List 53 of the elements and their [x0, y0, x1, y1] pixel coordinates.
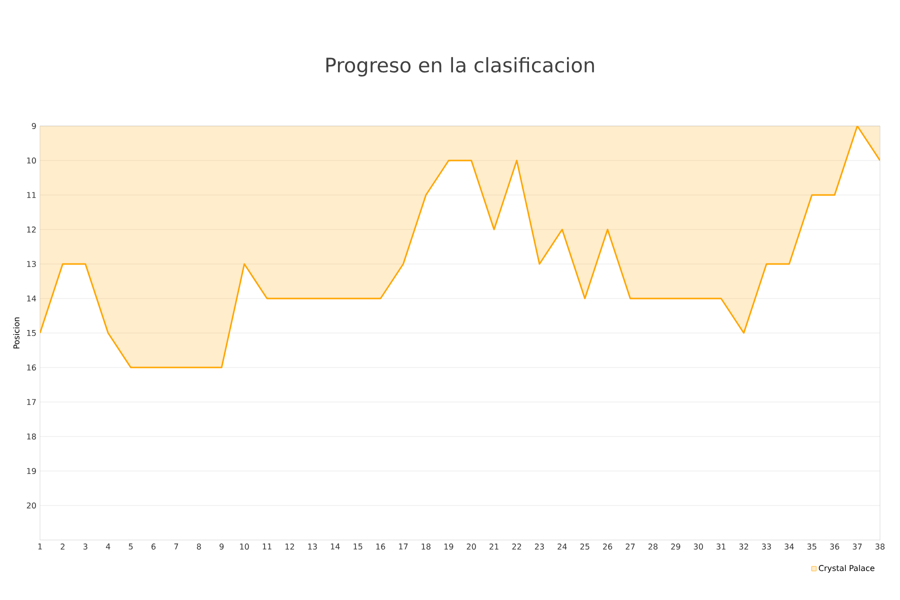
x-tick-label: 28	[648, 544, 658, 550]
x-tick-label: 36	[830, 544, 840, 550]
y-tick-label: 9	[32, 122, 36, 130]
x-tick-label: 24	[558, 544, 567, 550]
x-tick-label: 33	[762, 544, 771, 550]
y-tick-label: 12	[27, 226, 36, 232]
x-tick-label: 5	[128, 544, 133, 550]
x-tick-label: 31	[716, 544, 726, 550]
y-axis-title: Posicion	[13, 317, 20, 348]
x-tick-label: 34	[784, 544, 794, 550]
x-tick-label: 2	[60, 544, 64, 550]
x-tick-label: 12	[286, 544, 294, 550]
x-tick-label: 22	[512, 544, 522, 550]
x-tick-label: 8	[196, 544, 201, 550]
x-tick-label: 3	[83, 544, 88, 550]
x-tick-label: 14	[330, 544, 340, 550]
x-tick-label: 7	[174, 544, 178, 550]
x-tick-label: 32	[739, 544, 748, 550]
y-tick-label: 20	[26, 502, 36, 509]
x-tick-label: 38	[876, 544, 885, 550]
y-tick-label: 18	[27, 433, 36, 440]
x-tick-label: 10	[240, 544, 249, 550]
x-tick-label: 19	[444, 544, 454, 550]
x-tick-label: 30	[694, 544, 703, 550]
x-tick-label: 11	[262, 544, 272, 550]
legend-label: Crystal Palace	[818, 564, 874, 573]
y-tick-label: 13	[27, 260, 36, 268]
y-tick-label: 19	[27, 468, 36, 474]
x-tick-label: 29	[671, 544, 680, 550]
x-tick-label: 13	[308, 544, 317, 550]
chart-title: Progreso en la clasificacion	[326, 57, 594, 76]
x-tick-label: 23	[534, 544, 544, 550]
y-tick-label: 17	[27, 399, 36, 405]
x-tick-label: 4	[106, 544, 110, 550]
y-tick-label: 15	[27, 330, 36, 336]
x-tick-label: 21	[490, 544, 498, 550]
x-tick-label: 6	[152, 544, 156, 550]
x-tick-label: 16	[376, 544, 386, 550]
x-tick-label: 1	[38, 544, 42, 550]
x-tick-label: 9	[220, 544, 224, 550]
y-tick-label: 16	[27, 364, 36, 371]
x-tick-label: 35	[807, 544, 816, 550]
x-tick-label: 15	[354, 544, 362, 550]
x-tick-label: 27	[626, 544, 635, 550]
x-tick-label: 20	[466, 544, 476, 550]
y-tick-label: 11	[27, 192, 36, 198]
y-tick-label: 14	[27, 296, 36, 302]
x-tick-label: 26	[603, 544, 612, 550]
x-tick-label: 17	[399, 544, 408, 550]
x-tick-label: 25	[580, 544, 590, 550]
x-tick-label: 18	[422, 544, 430, 550]
y-tick-label: 10	[27, 157, 36, 164]
x-tick-label: 37	[852, 544, 862, 550]
